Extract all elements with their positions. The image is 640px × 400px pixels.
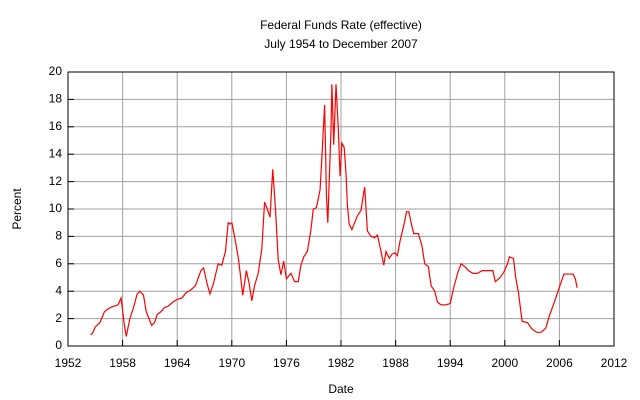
x-tick-label: 1994 xyxy=(437,356,464,370)
x-tick-label: 1982 xyxy=(328,356,355,370)
x-tick-label: 1970 xyxy=(218,356,245,370)
x-tick-label: 2012 xyxy=(601,356,628,370)
y-tick-label: 2 xyxy=(55,311,62,325)
y-tick-label: 4 xyxy=(55,283,62,297)
data-line xyxy=(90,84,578,337)
x-tick-label: 1952 xyxy=(55,356,82,370)
y-tick-label: 14 xyxy=(49,146,63,160)
y-tick-label: 12 xyxy=(49,174,63,188)
y-tick-label: 8 xyxy=(55,229,62,243)
y-tick-label: 0 xyxy=(55,338,62,352)
y-tick-label: 16 xyxy=(49,119,63,133)
x-tick-label: 1958 xyxy=(109,356,136,370)
plot-frame xyxy=(67,71,615,347)
x-tick-label: 2000 xyxy=(491,356,518,370)
x-tick-label: 1976 xyxy=(273,356,300,370)
y-tick-label: 18 xyxy=(49,92,63,106)
y-axis-label: Percent xyxy=(10,188,24,230)
chart-subtitle: July 1954 to December 2007 xyxy=(264,37,418,51)
x-tick-label: 1964 xyxy=(164,356,191,370)
x-tick-label: 2006 xyxy=(546,356,573,370)
x-tick-label: 1988 xyxy=(382,356,409,370)
y-tick-label: 20 xyxy=(49,64,63,78)
x-axis-label: Date xyxy=(328,382,354,396)
y-tick-label: 6 xyxy=(55,256,62,270)
chart-title: Federal Funds Rate (effective) xyxy=(260,18,422,32)
y-tick-label: 10 xyxy=(49,201,63,215)
